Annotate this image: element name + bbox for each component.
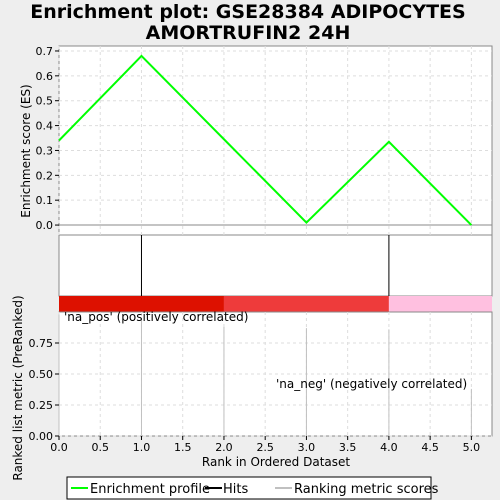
es-tick-label: 0.1 [36,194,54,207]
metric-axis-label: Ranked list metric (PreRanked) [11,295,25,480]
legend-box [66,476,432,500]
color-bar-segment-1 [223,296,389,312]
hit-lines [140,235,390,296]
x-tick-label: 1.0 [133,441,151,454]
es-tick-label: 0.6 [36,70,54,83]
es-tick-label: 0.2 [36,169,54,182]
es-axis-label: Enrichment score (ES) [19,84,33,217]
positive-correlation-label: 'na_pos' (positively correlated) [64,310,248,324]
legend-enrichment-profile-label: Enrichment profile [90,482,210,497]
ranking-metric-bars [58,314,472,436]
x-axis-label: Rank in Ordered Dataset [202,455,350,469]
es-tick-label: 0.0 [36,219,54,232]
es-grid [58,46,492,235]
x-tick-label: 2.5 [256,441,274,454]
chart-title-line-2: AMORTRUFIN2 24H [146,22,351,44]
x-tick-label: 3.5 [339,441,357,454]
metric-tick-label: 0.75 [29,337,54,350]
es-tick-label: 0.4 [36,120,54,133]
color-bar-segment-0 [59,296,224,312]
legend-hits-label: Hits [223,482,248,497]
x-tick-label: 2.0 [215,441,233,454]
color-bar-segment-2 [388,296,492,312]
es-tick-label: 0.7 [36,45,54,58]
x-tick-label: 0.5 [91,441,109,454]
hits-panel [58,234,493,297]
es-axis-ticks: 0.0 0.1 0.2 0.3 0.4 0.5 0.6 0.7 [36,45,59,232]
metric-axis-ticks: 0.00 0.25 0.50 0.75 [29,337,59,443]
ranking-color-bar [59,296,492,312]
legend: Enrichment profile Hits Ranking metric s… [66,476,439,500]
x-tick-label: 4.0 [380,441,398,454]
x-tick-label: 5.0 [463,441,481,454]
chart-title-line-1: Enrichment plot: GSE28384 ADIPOCYTES [30,1,465,23]
metric-tick-label: 0.00 [29,430,54,443]
metric-tick-label: 0.25 [29,399,54,412]
enrichment-profile-line [58,54,473,226]
es-tick-label: 0.3 [36,144,54,157]
x-axis-ticks: 0.0 0.5 1.0 1.5 2.0 2.5 3.0 3.5 4.0 4.5 5.0 [50,436,480,454]
negative-correlation-label: 'na_neg' (negatively correlated) [276,377,467,391]
x-tick-label: 1.5 [174,441,192,454]
metric-tick-label: 0.50 [29,368,54,381]
es-panel [58,45,493,236]
es-tick-label: 0.5 [36,95,54,108]
enrichment-profile-series [58,54,473,226]
x-tick-label: 4.5 [421,441,439,454]
x-tick-label: 3.0 [298,441,316,454]
x-tick-label: 0.0 [50,441,68,454]
legend-ranking-metric-label: Ranking metric scores [294,482,439,497]
